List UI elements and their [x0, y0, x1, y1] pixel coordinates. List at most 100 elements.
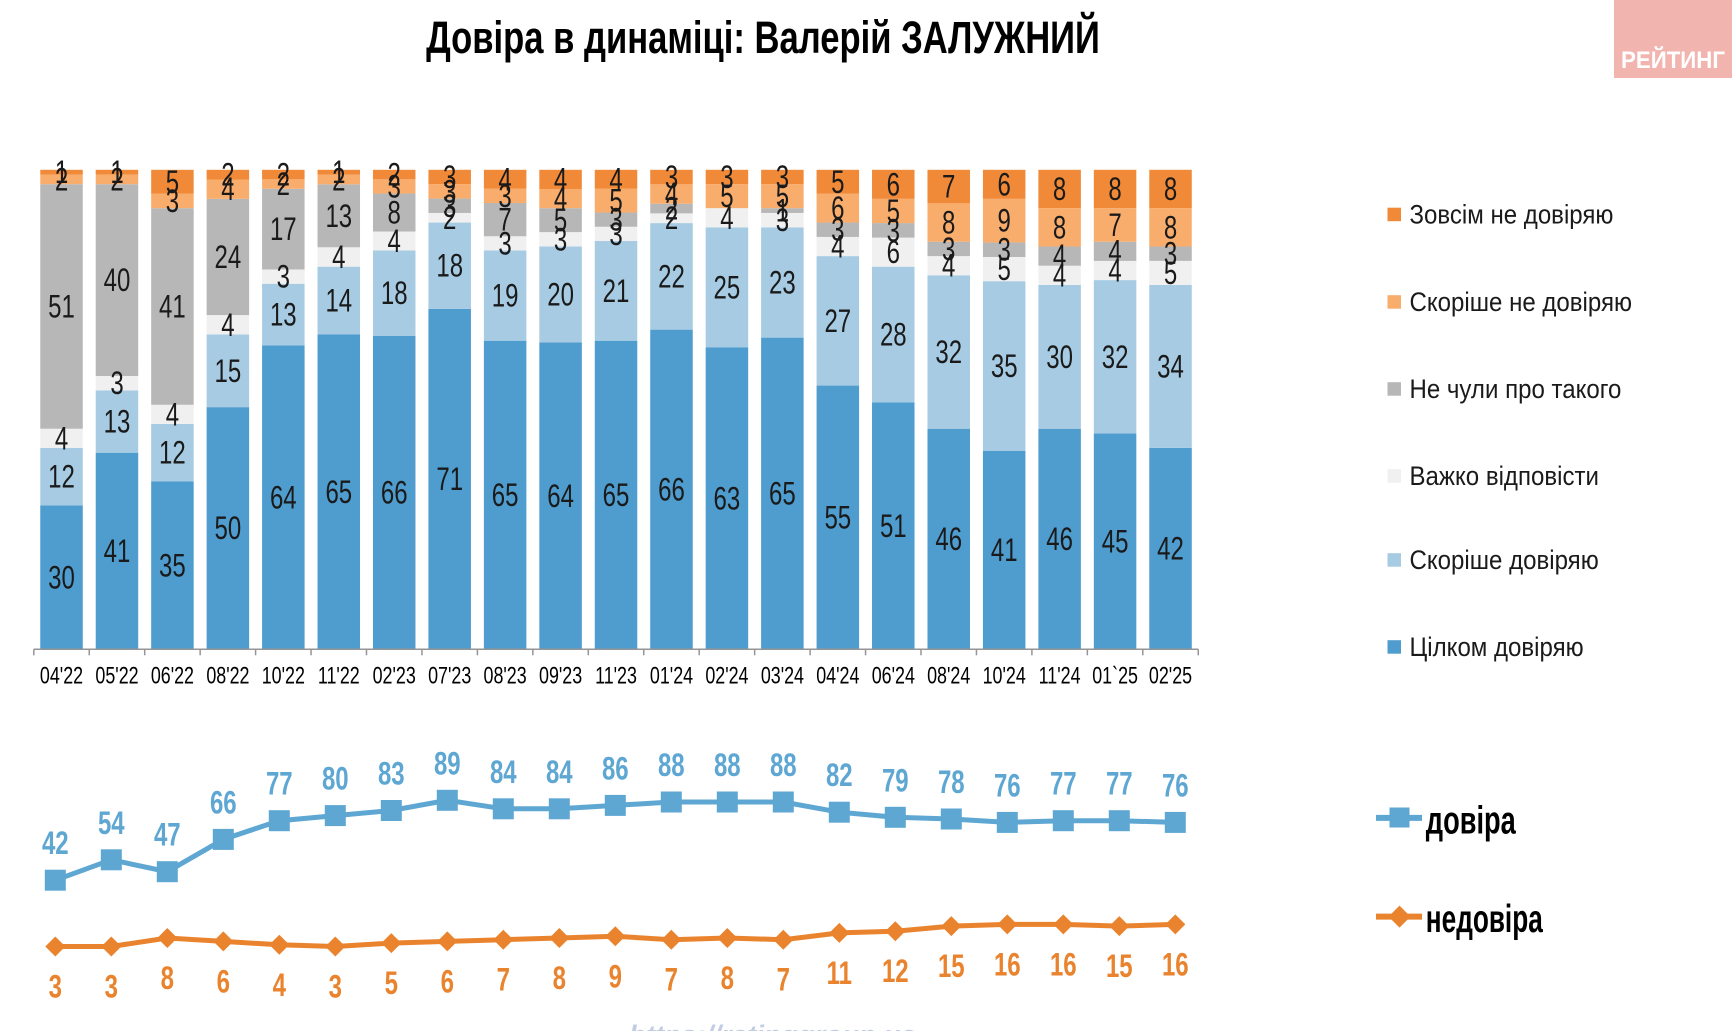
svg-text:3: 3 — [998, 231, 1011, 267]
svg-text:Важко відповісти: Важко відповісти — [1410, 462, 1599, 491]
svg-text:01'24: 01'24 — [650, 663, 693, 689]
svg-text:Довіра в динаміці: Валерій ЗАЛ: Довіра в динаміці: Валерій ЗАЛУЖНИЙ — [426, 12, 1100, 64]
svg-text:7: 7 — [1108, 206, 1121, 242]
svg-text:27: 27 — [824, 302, 851, 338]
svg-text:3: 3 — [49, 968, 62, 1004]
svg-text:3: 3 — [498, 225, 511, 261]
svg-text:4: 4 — [55, 420, 68, 456]
svg-text:3: 3 — [443, 159, 456, 195]
svg-text:8: 8 — [1164, 171, 1177, 207]
svg-text:5: 5 — [554, 202, 567, 238]
svg-text:13: 13 — [104, 403, 131, 439]
svg-text:10'24: 10'24 — [983, 663, 1026, 689]
svg-text:5: 5 — [776, 178, 789, 214]
svg-text:4: 4 — [1108, 252, 1121, 288]
svg-text:65: 65 — [769, 475, 796, 511]
svg-text:32: 32 — [935, 334, 962, 370]
svg-text:4: 4 — [221, 171, 234, 207]
svg-text:84: 84 — [546, 753, 573, 789]
svg-text:63: 63 — [714, 480, 741, 516]
svg-text:11'24: 11'24 — [1039, 663, 1081, 689]
svg-text:71: 71 — [436, 461, 463, 497]
svg-text:2: 2 — [277, 156, 290, 192]
svg-text:Скоріше не довіряю: Скоріше не довіряю — [1410, 288, 1633, 317]
svg-text:18: 18 — [436, 247, 463, 283]
svg-text:07'23: 07'23 — [428, 663, 471, 689]
svg-text:16: 16 — [994, 946, 1021, 982]
svg-text:7: 7 — [665, 961, 678, 997]
svg-text:4: 4 — [166, 396, 179, 432]
svg-text:15: 15 — [1106, 948, 1133, 984]
svg-text:24: 24 — [215, 239, 242, 275]
svg-text:15: 15 — [938, 948, 965, 984]
svg-text:84: 84 — [490, 753, 517, 789]
svg-text:5: 5 — [609, 182, 622, 218]
svg-text:3: 3 — [498, 177, 511, 213]
svg-text:3: 3 — [1164, 235, 1177, 271]
svg-text:18: 18 — [381, 275, 408, 311]
svg-text:11'22: 11'22 — [318, 663, 360, 689]
svg-text:3: 3 — [110, 365, 123, 401]
svg-text:88: 88 — [770, 747, 797, 783]
svg-text:3: 3 — [776, 202, 789, 238]
svg-text:РЕЙТИНГ: РЕЙТИНГ — [1621, 45, 1725, 73]
svg-text:4: 4 — [332, 239, 345, 275]
svg-text:04'22: 04'22 — [40, 663, 83, 689]
svg-text:12: 12 — [159, 434, 186, 470]
svg-text:6: 6 — [887, 234, 900, 270]
svg-text:09'23: 09'23 — [539, 663, 582, 689]
svg-text:7: 7 — [498, 201, 511, 237]
svg-text:66: 66 — [658, 471, 685, 507]
svg-text:3: 3 — [443, 173, 456, 209]
svg-text:77: 77 — [266, 765, 293, 801]
svg-text:4: 4 — [831, 228, 844, 264]
svg-text:5: 5 — [385, 965, 398, 1001]
svg-text:3: 3 — [554, 221, 567, 257]
svg-text:10'22: 10'22 — [262, 663, 305, 689]
svg-text:32: 32 — [1102, 338, 1129, 374]
svg-text:21: 21 — [603, 272, 630, 308]
svg-text:https://ratinggroup.ua: https://ratinggroup.ua — [629, 1019, 916, 1031]
svg-text:55: 55 — [824, 499, 851, 535]
svg-text:41: 41 — [991, 532, 1018, 568]
svg-text:6: 6 — [441, 963, 454, 999]
svg-text:2: 2 — [277, 166, 290, 202]
svg-text:66: 66 — [210, 784, 237, 820]
svg-text:5: 5 — [831, 163, 844, 199]
svg-text:03'24: 03'24 — [761, 663, 804, 689]
svg-text:5: 5 — [887, 193, 900, 229]
svg-text:34: 34 — [1157, 348, 1184, 384]
svg-text:64: 64 — [270, 479, 297, 515]
svg-text:3: 3 — [665, 159, 678, 195]
svg-text:7: 7 — [942, 168, 955, 204]
svg-text:8: 8 — [1108, 171, 1121, 207]
svg-text:4: 4 — [1053, 238, 1066, 274]
svg-text:47: 47 — [154, 816, 181, 852]
svg-text:30: 30 — [48, 559, 75, 595]
svg-text:06'24: 06'24 — [872, 663, 915, 689]
svg-text:13: 13 — [325, 197, 352, 233]
svg-text:45: 45 — [1102, 523, 1129, 559]
svg-text:82: 82 — [826, 757, 853, 793]
svg-text:4: 4 — [1108, 233, 1121, 269]
svg-text:8: 8 — [1053, 209, 1066, 245]
svg-text:65: 65 — [603, 477, 630, 513]
svg-text:13: 13 — [270, 296, 297, 332]
svg-text:3: 3 — [887, 212, 900, 248]
svg-text:2: 2 — [388, 156, 401, 192]
svg-text:3: 3 — [388, 168, 401, 204]
svg-text:8: 8 — [721, 960, 734, 996]
svg-text:5: 5 — [166, 163, 179, 199]
svg-text:66: 66 — [381, 474, 408, 510]
svg-text:8: 8 — [942, 204, 955, 240]
svg-text:Не чули про такого: Не чули про такого — [1410, 375, 1622, 404]
svg-text:12: 12 — [48, 458, 75, 494]
svg-text:3: 3 — [443, 187, 456, 223]
svg-text:2: 2 — [443, 199, 456, 235]
svg-text:4: 4 — [554, 161, 567, 197]
svg-text:недовіра: недовіра — [1426, 898, 1543, 941]
svg-text:3: 3 — [609, 215, 622, 251]
svg-text:51: 51 — [880, 507, 907, 543]
svg-text:6: 6 — [831, 190, 844, 226]
svg-text:28: 28 — [880, 316, 907, 352]
